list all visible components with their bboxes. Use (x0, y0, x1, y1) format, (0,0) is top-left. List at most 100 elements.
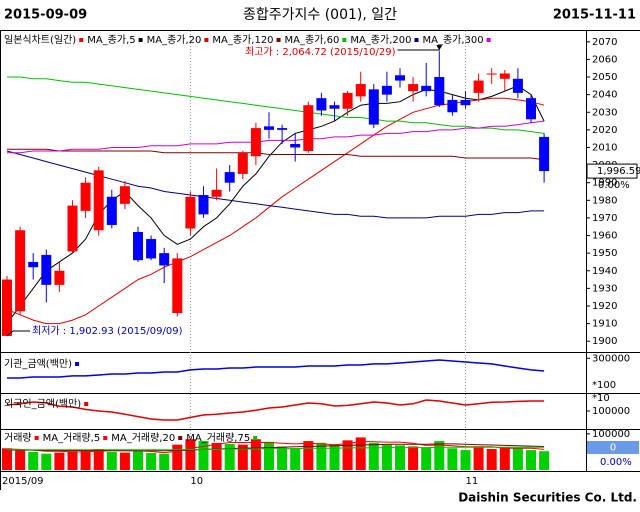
candle-body (15, 230, 26, 312)
y-tick-label: 100000 (592, 429, 630, 440)
legend-label: MA_종가,5 (87, 34, 135, 46)
legend-label: MA_종가,200 (350, 34, 411, 46)
change-label: 0.00% (598, 180, 630, 191)
candle-body (395, 75, 405, 81)
volume-bar (133, 451, 143, 470)
y-tick-label: 1980 (592, 195, 617, 206)
volume-bar (224, 443, 235, 470)
low-arrow (6, 330, 30, 337)
ma-line (7, 120, 545, 154)
legend-marker (103, 436, 108, 440)
y-tick-label: 2070 (592, 37, 617, 48)
candle-body (355, 84, 366, 97)
volume-bar (146, 452, 157, 470)
volume-bar (15, 450, 26, 470)
legend-marker (75, 362, 80, 366)
volume-bar (250, 439, 261, 470)
y-tick-label: 1950 (592, 248, 617, 259)
legend-marker (276, 38, 281, 42)
legend-marker (79, 38, 84, 42)
y-tick-label: 1960 (592, 231, 617, 242)
y-tick-label: 2040 (592, 90, 617, 101)
candle-body (329, 105, 340, 109)
end-date: 2015-11-11 (553, 8, 636, 23)
volume-ma-line (6, 440, 545, 454)
legend-marker (138, 38, 143, 42)
y-tick-label: 2010 (592, 142, 617, 153)
legend-label: MA_거래량,75 (186, 432, 250, 444)
candle-body (41, 254, 52, 285)
candle-body (447, 99, 458, 113)
last-value-label: 1,996.59 (597, 166, 640, 177)
y-tick-label: 1930 (592, 283, 617, 294)
legend-label: MA_거래량,20 (111, 432, 175, 444)
volume-bar (395, 445, 405, 470)
low-annotation: 최저가 : 1,902.93 (2015/09/09) (32, 325, 183, 337)
volume-bar (421, 447, 432, 470)
y-tick-label: 1940 (592, 266, 617, 277)
volume-bar (303, 441, 314, 470)
candle-body (290, 143, 301, 148)
legend-label: 기관_금액(백만) (4, 358, 72, 370)
y-tick-label: 1920 (592, 301, 617, 312)
legend-label: MA_종가,120 (212, 34, 273, 46)
volume-bar (277, 446, 288, 470)
volume-bar (211, 442, 222, 470)
candle-body (198, 195, 209, 215)
x-tick-label: 2015/09 (2, 476, 44, 487)
candle-body (133, 232, 143, 261)
indicator-line (6, 399, 545, 421)
volume-bar (106, 451, 117, 470)
legend-label: 일본식차트(일간) (4, 34, 76, 46)
volume-bar (512, 448, 523, 470)
candle-body (316, 98, 327, 111)
candle-body (303, 105, 314, 151)
candle-body (93, 170, 104, 231)
volume-bar (237, 444, 248, 470)
candle-body (80, 182, 91, 211)
candle-body (211, 189, 222, 197)
candle-body (512, 78, 523, 93)
candle-body (159, 253, 170, 266)
y-tick-label: 1970 (592, 213, 617, 224)
y-tick-label: 100000 (592, 406, 630, 417)
candle-body (526, 98, 536, 120)
volume-bar (290, 448, 301, 470)
candle-body (106, 196, 117, 225)
volume-bar (434, 441, 445, 470)
legend-label: MA_종가,20 (147, 34, 202, 46)
legend-label: 거래량 (4, 432, 32, 444)
volume-bar (41, 453, 52, 470)
volume-bar (539, 451, 550, 470)
volume-bar (368, 442, 379, 470)
volume-bar (54, 452, 65, 470)
legend-label: MA_거래량,5 (43, 432, 101, 444)
candle-body (264, 126, 274, 130)
candle-body (185, 196, 196, 229)
volume-ma-line (7, 443, 545, 452)
legend-label: MA_종가,60 (285, 34, 340, 46)
y-tick-label: 2020 (592, 125, 617, 136)
volume-bar (67, 451, 78, 470)
last-value-box (586, 163, 638, 179)
candle-body (499, 73, 510, 79)
candle-body (434, 77, 445, 106)
y-tick-label: 2030 (592, 107, 617, 118)
candle-body (381, 85, 392, 95)
volume-bar (80, 450, 91, 470)
volume-bar (93, 449, 104, 470)
volume-bar (473, 446, 484, 470)
change-label: 0.00% (600, 457, 632, 468)
volume-bar (342, 440, 353, 470)
legend-label: 외국인_금액(백만) (4, 398, 81, 410)
candle-body (342, 92, 353, 109)
candle-body (486, 73, 497, 75)
start-date: 2015-09-09 (4, 8, 87, 23)
candle-body (368, 89, 379, 125)
candle-body (460, 99, 471, 106)
volume-ma-line (7, 446, 545, 451)
y-tick-label: 1900 (592, 336, 617, 347)
legend-marker (342, 38, 347, 42)
last-value-label: 0 (610, 443, 616, 454)
candle-body (224, 172, 235, 183)
